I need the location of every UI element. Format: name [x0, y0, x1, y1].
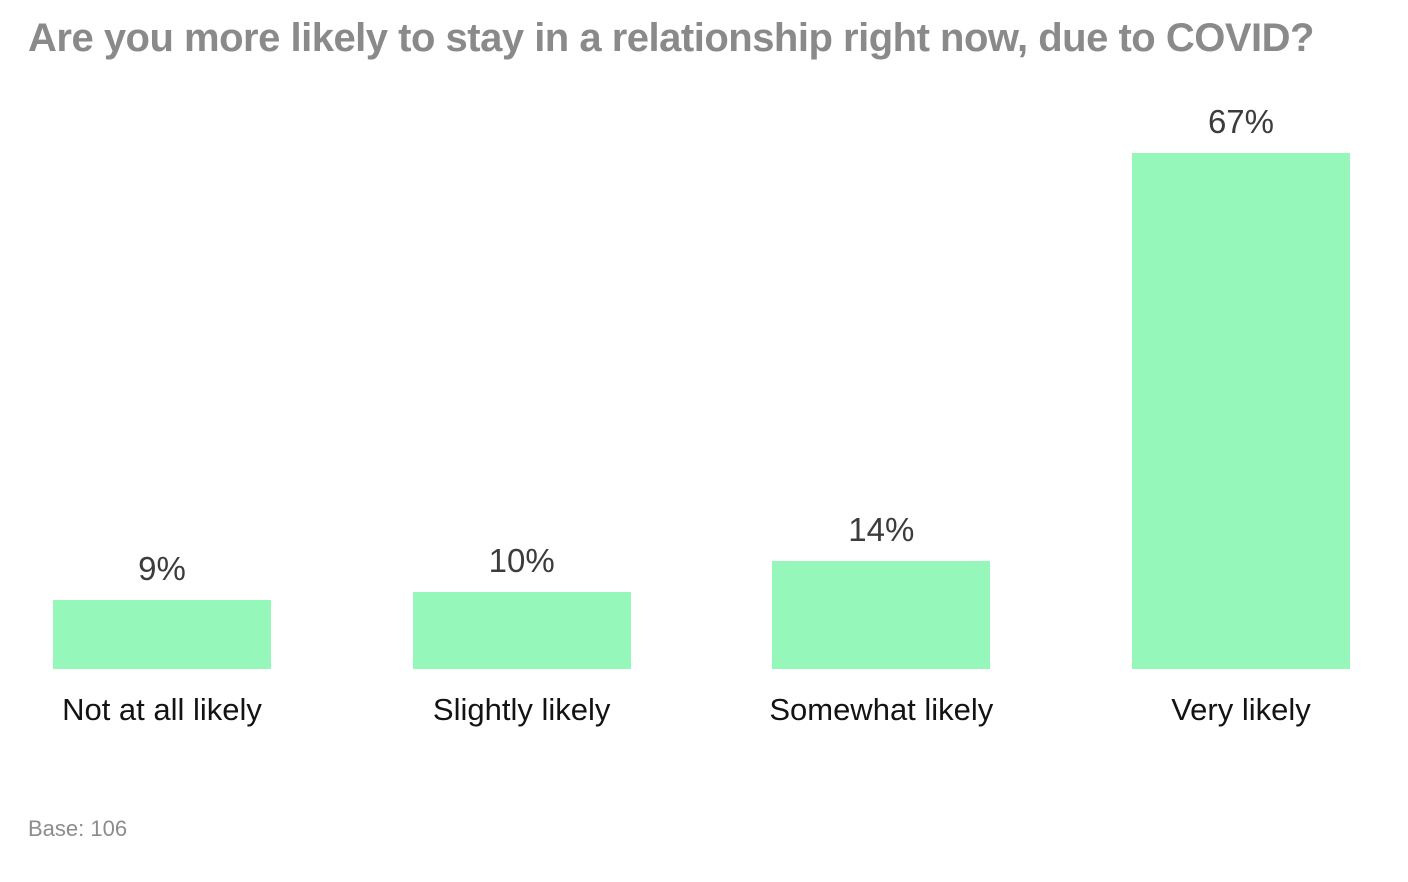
bar	[412, 592, 631, 669]
chart-title: Are you more likely to stay in a relatio…	[28, 16, 1314, 60]
bar-value-label: 14%	[848, 511, 915, 548]
bar	[53, 600, 271, 669]
base-note: Base: 106	[28, 816, 128, 841]
bar-column: 10%	[412, 542, 631, 669]
bar-value-label: 67%	[1207, 103, 1274, 140]
bar-column: 14%	[772, 511, 991, 669]
bar-value-label: 10%	[488, 542, 555, 579]
bar	[772, 561, 991, 669]
category-label: Slightly likely	[432, 692, 611, 727]
category-label: Not at all likely	[62, 692, 262, 727]
category-axis-labels: Not at all likely Slightly likely Somewhat…	[53, 692, 1350, 727]
bar	[1131, 153, 1350, 669]
bar-chart-plot-area: 9% 10% 14% 67%	[53, 0, 1350, 669]
category-label: Somewhat likely	[769, 692, 994, 727]
bar-column: 9%	[53, 552, 271, 669]
bar-column: 67%	[1131, 103, 1350, 669]
bar-value-label: 9%	[138, 550, 186, 587]
category-label: Very likely	[1171, 692, 1311, 727]
